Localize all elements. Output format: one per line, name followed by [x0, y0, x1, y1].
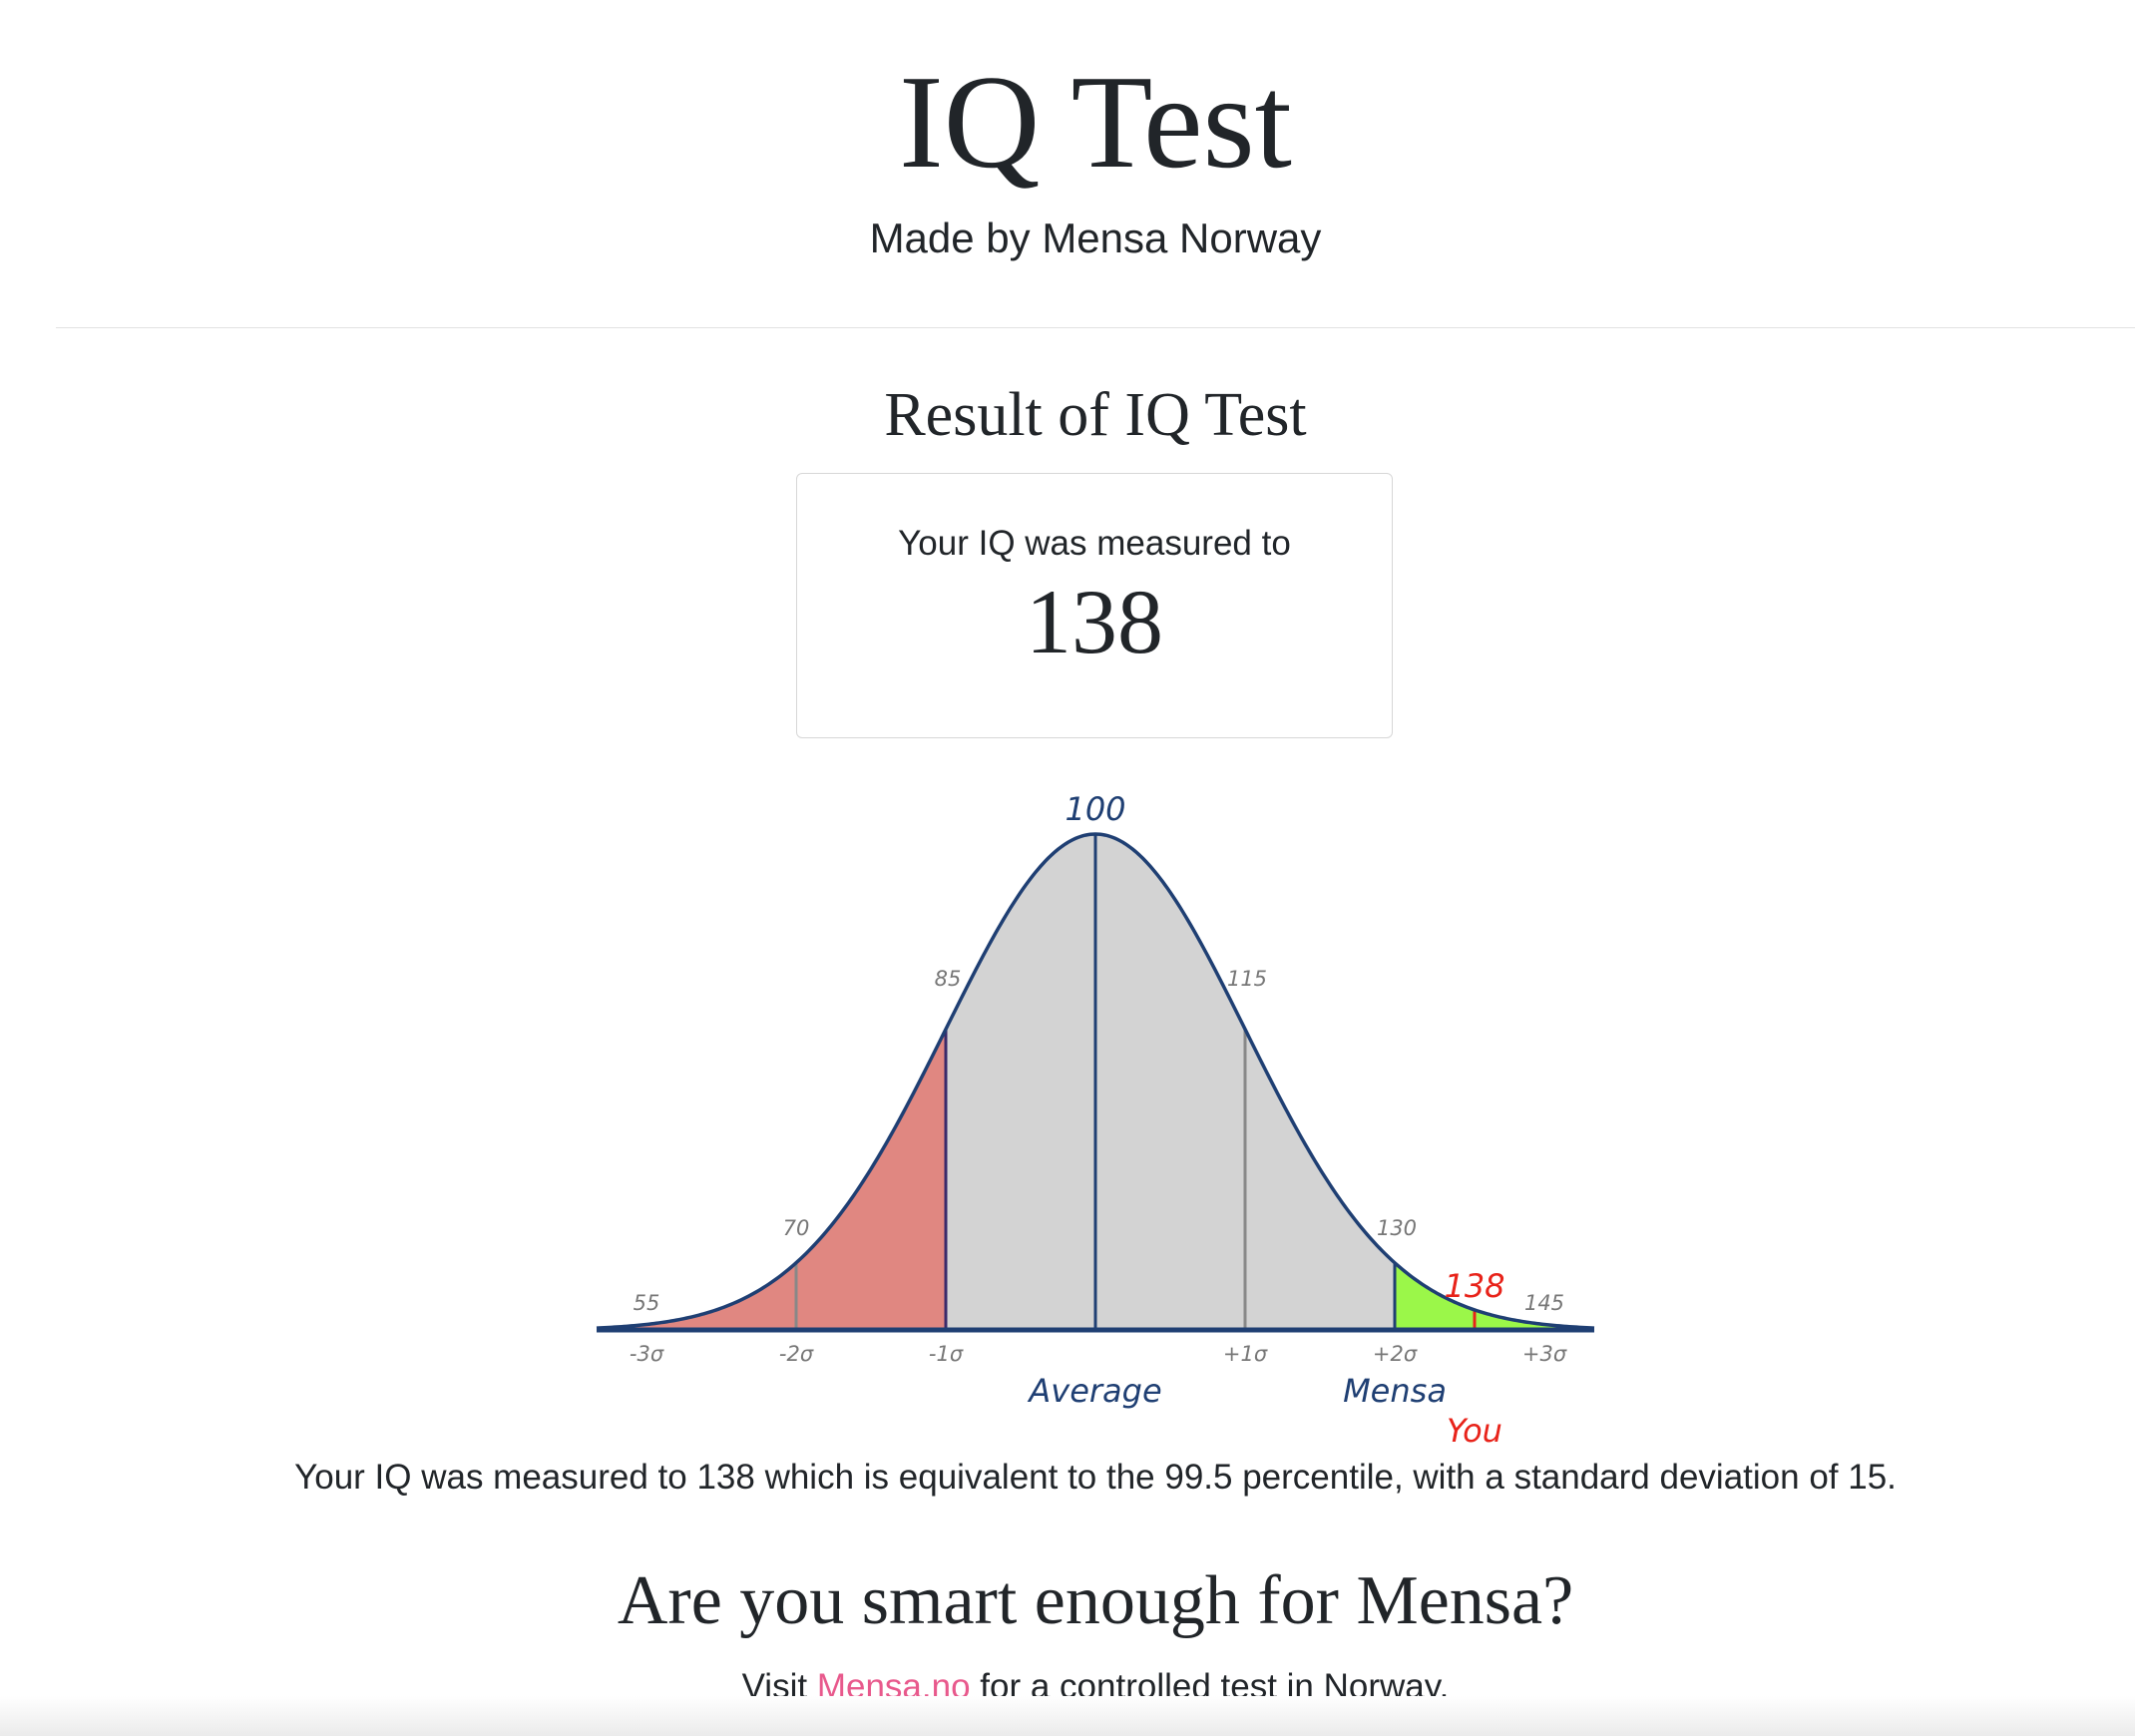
sigma-label-1: -3σ — [630, 1342, 664, 1366]
score-caption: Your IQ was measured to — [898, 524, 1291, 563]
result-heading: Result of IQ Test — [884, 381, 1307, 449]
page-title: IQ Test — [899, 48, 1292, 196]
sigma-label-6: +3σ — [1522, 1342, 1567, 1366]
value-label-85: 85 — [935, 967, 962, 991]
header-divider — [56, 327, 2135, 328]
you-label: You — [1447, 1412, 1502, 1450]
mensa-label: Mensa — [1343, 1372, 1447, 1410]
value-label-100: 100 — [1065, 790, 1125, 828]
average-label: Average — [1027, 1372, 1161, 1410]
page-subtitle: Made by Mensa Norway — [869, 215, 1322, 261]
mensa-cta-heading: Are you smart enough for Mensa? — [617, 1562, 1574, 1639]
bell-curve — [596, 832, 1595, 1330]
score-card: Your IQ was measured to 138 — [796, 473, 1393, 738]
score-value: 138 — [1026, 571, 1163, 672]
sigma-label-3: -1σ — [929, 1342, 964, 1366]
result-summary: Your IQ was measured to 138 which is equ… — [294, 1458, 1897, 1497]
value-label-145: 145 — [1524, 1291, 1564, 1315]
below-average-region — [597, 1029, 946, 1330]
mensa-region — [1395, 1262, 1594, 1330]
sigma-label-5: +2σ — [1373, 1342, 1418, 1366]
value-label-55: 55 — [634, 1291, 660, 1315]
bottom-fade — [0, 1696, 2135, 1736]
sigma-label-4: +1σ — [1223, 1342, 1268, 1366]
value-label-70: 70 — [783, 1216, 810, 1240]
value-label-130: 130 — [1377, 1216, 1417, 1240]
value-label-115: 115 — [1227, 967, 1267, 991]
sigma-label-2: -2σ — [779, 1342, 814, 1366]
your-score-label: 138 — [1444, 1267, 1504, 1305]
